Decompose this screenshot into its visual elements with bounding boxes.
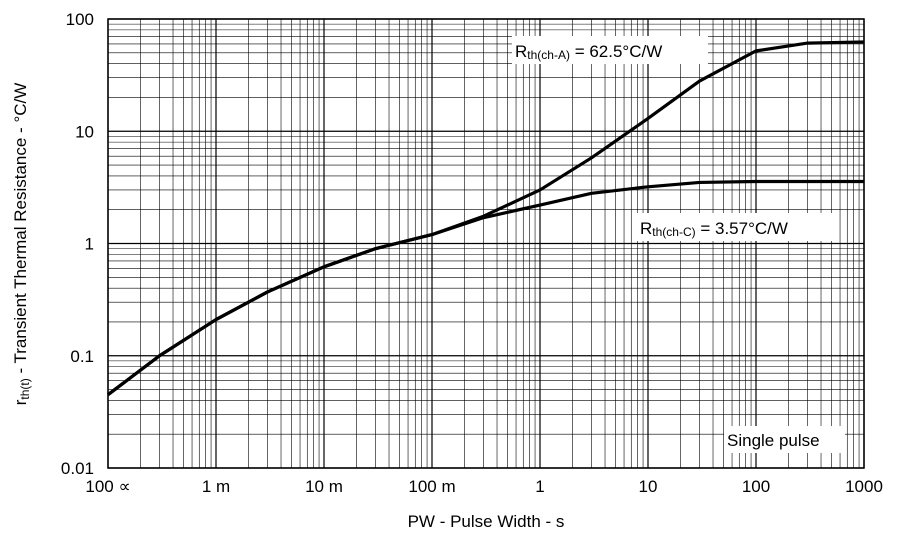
annotation-sub: th(ch-C) <box>652 225 695 239</box>
annotation-sub: th(ch-A) <box>527 48 570 62</box>
x-axis-label: PW - Pulse Width - s <box>408 512 565 531</box>
annotation-box <box>724 426 845 453</box>
annotation: Single pulse <box>727 431 820 450</box>
line-series <box>107 179 864 396</box>
annotation-rest: = 62.5°C/W <box>570 42 662 61</box>
x-tick-label: 1 <box>535 477 544 496</box>
x-tick-label: 100 <box>742 477 770 496</box>
x-tick-label: 10 m <box>305 477 343 496</box>
y-axis-label: rth(t) - Transient Thermal Resistance - … <box>11 83 32 406</box>
annotation-box <box>512 36 708 64</box>
y-label-sub: th(t) <box>18 378 32 399</box>
annotation: Rth(ch-C) = 3.57°C/W <box>640 219 788 239</box>
y-tick-label: 0.1 <box>70 347 94 366</box>
annotation-main: R <box>640 219 652 238</box>
x-tick-label: 100 m <box>408 477 455 496</box>
y-tick-label: 10 <box>75 122 94 141</box>
x-tick-label: 100 ∝ <box>85 477 130 496</box>
x-tick-label: 10 <box>639 477 658 496</box>
y-tick-label: 0.01 <box>61 459 94 478</box>
annotation-main: R <box>515 42 527 61</box>
x-tick-label: 1 m <box>202 477 230 496</box>
annotation-main: Single pulse <box>727 431 820 450</box>
y-label-rest: - Transient Thermal Resistance - °C/W <box>11 83 30 379</box>
annotation-rest: = 3.57°C/W <box>696 219 788 238</box>
plot-frame <box>107 18 865 469</box>
y-tick-label: 1 <box>85 235 94 254</box>
annotation-box <box>637 213 835 241</box>
y-tick-label: 100 <box>66 10 94 29</box>
y-label-main: r <box>11 399 30 405</box>
x-tick-label: 1000 <box>845 477 883 496</box>
annotation: Rth(ch-A) = 62.5°C/W <box>515 42 662 62</box>
